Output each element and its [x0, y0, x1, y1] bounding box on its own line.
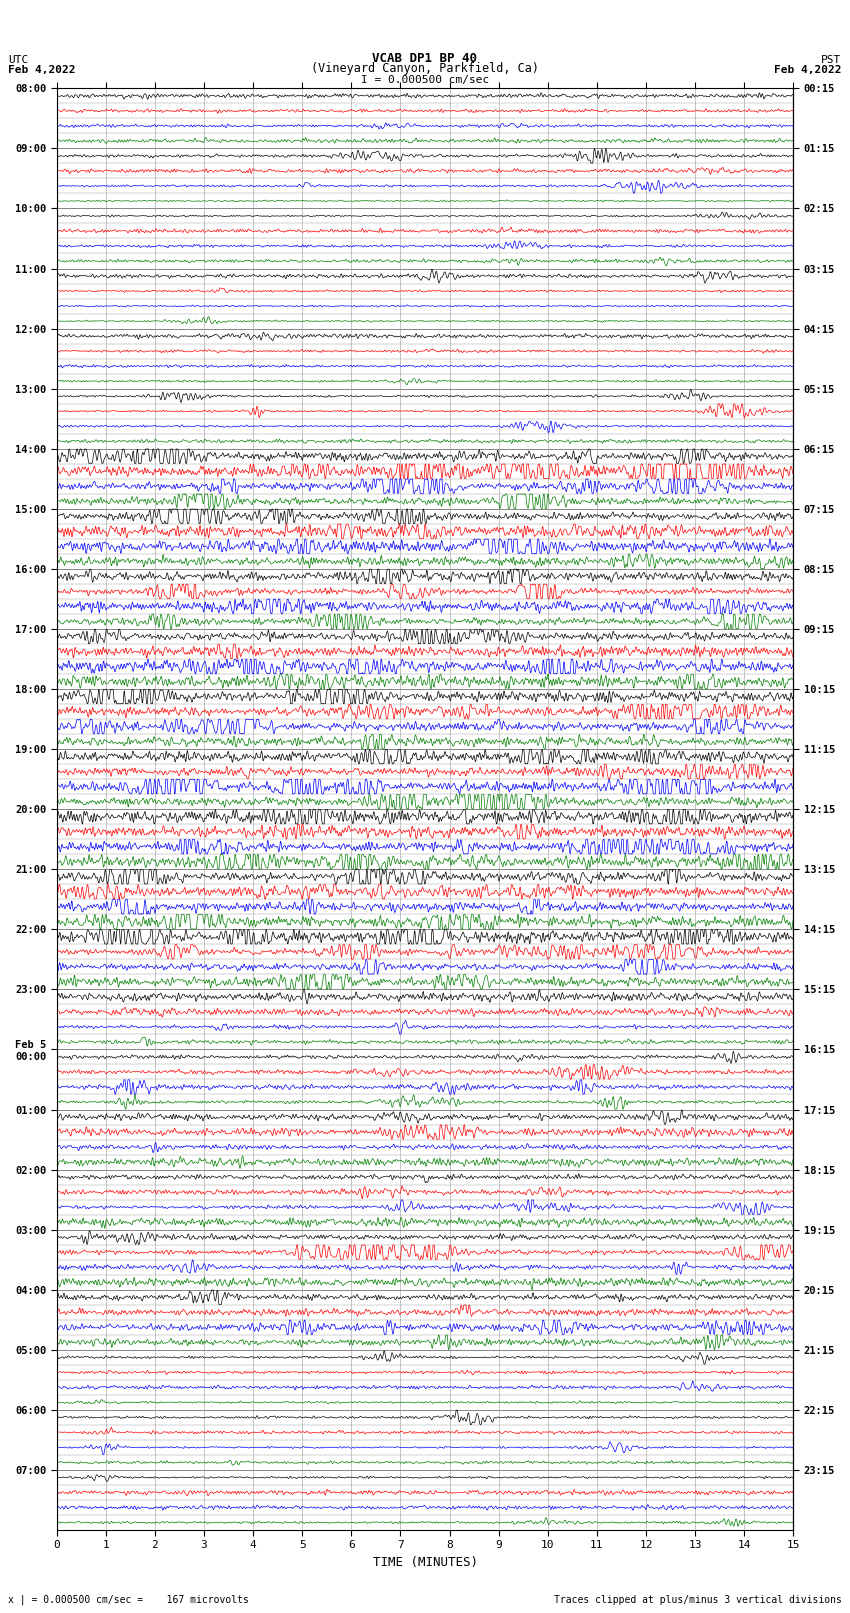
Text: (Vineyard Canyon, Parkfield, Ca): (Vineyard Canyon, Parkfield, Ca) — [311, 61, 539, 76]
Text: VCAB DP1 BP 40: VCAB DP1 BP 40 — [372, 52, 478, 65]
X-axis label: TIME (MINUTES): TIME (MINUTES) — [372, 1557, 478, 1569]
Text: Traces clipped at plus/minus 3 vertical divisions: Traces clipped at plus/minus 3 vertical … — [553, 1595, 842, 1605]
Text: PST: PST — [821, 55, 842, 65]
Text: Feb 4,2022: Feb 4,2022 — [774, 65, 842, 76]
Text: Feb 4,2022: Feb 4,2022 — [8, 65, 76, 76]
Text: I = 0.000500 cm/sec: I = 0.000500 cm/sec — [361, 74, 489, 84]
Text: UTC: UTC — [8, 55, 29, 65]
Text: x | = 0.000500 cm/sec =    167 microvolts: x | = 0.000500 cm/sec = 167 microvolts — [8, 1594, 249, 1605]
